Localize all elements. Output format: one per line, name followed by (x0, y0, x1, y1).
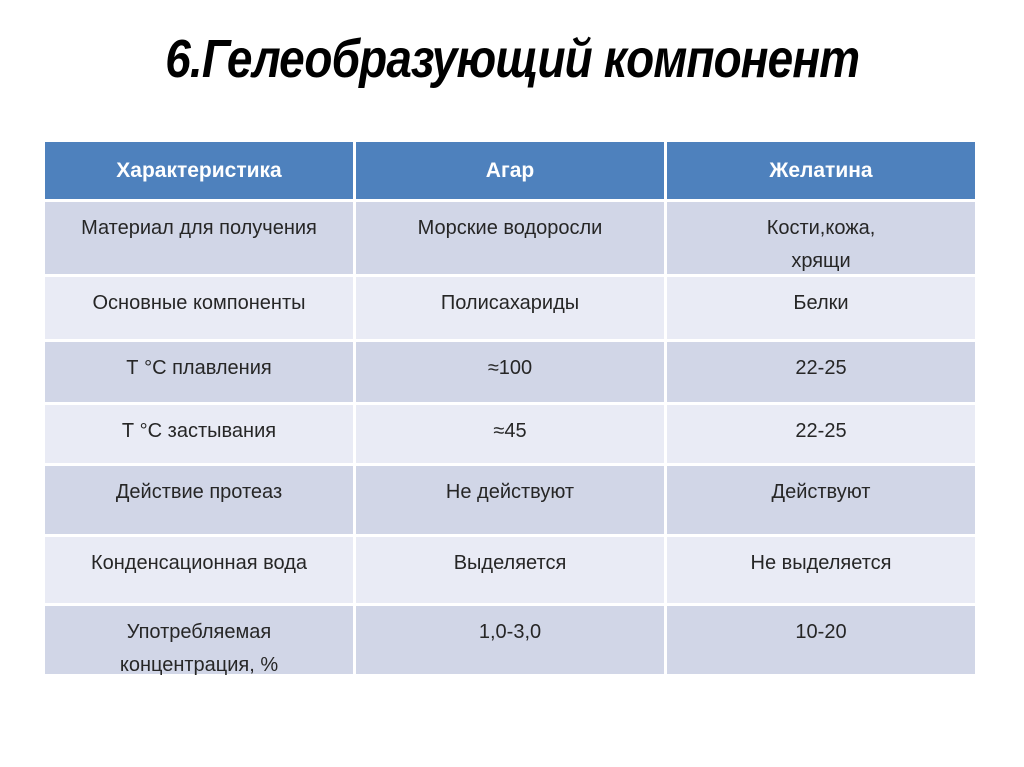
row-label-cell: Основные компоненты (45, 277, 353, 339)
value-cell: 10-20 (667, 606, 975, 674)
value-cell: Кости,кожа, хрящи (667, 202, 975, 274)
column-header: Агар (356, 142, 664, 199)
row-label-cell: Употребляемая концентрация, % (45, 606, 353, 676)
value-cell: 22-25 (667, 342, 975, 402)
value-cell: Не выделяется (667, 537, 975, 603)
value-cell: Морские водоросли (356, 202, 664, 274)
page-title: 6.Гелеобразующий компонент (165, 29, 860, 89)
value-cell: Действуют (667, 466, 975, 534)
value-cell: 22-25 (667, 405, 975, 463)
comparison-table: Характеристика Агар Желатина Материал для п… (45, 142, 975, 676)
value-cell: Выделяется (356, 537, 664, 603)
value-cell: Полисахариды (356, 277, 664, 339)
slide-title-wrap: 6.Гелеобразующий компонент (0, 28, 1024, 90)
value-cell: ≈45 (356, 405, 664, 463)
column-header: Характеристика (45, 142, 353, 199)
row-label-cell: Т °С застывания (45, 405, 353, 463)
row-label-cell: Т °С плавления (45, 342, 353, 402)
row-label-cell: Конденсационная вода (45, 537, 353, 603)
value-cell: Не действуют (356, 466, 664, 534)
row-label-cell: Материал для получения (45, 202, 353, 274)
value-cell: 1,0-3,0 (356, 606, 664, 674)
row-label-cell: Действие протеаз (45, 466, 353, 534)
column-header: Желатина (667, 142, 975, 199)
value-cell: Белки (667, 277, 975, 339)
value-cell: ≈100 (356, 342, 664, 402)
